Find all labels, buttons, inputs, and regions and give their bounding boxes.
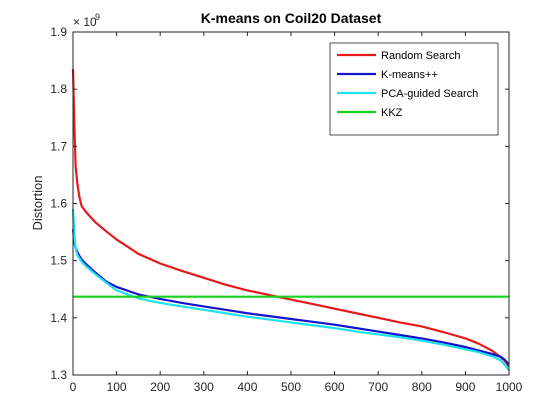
x-tick-label: 0	[70, 380, 77, 394]
y-exponent-base: × 10	[73, 15, 97, 29]
y-tick-label: 1.5	[50, 254, 67, 268]
y-tick-label: 1.9	[50, 25, 67, 39]
x-tick-label: 900	[455, 380, 475, 394]
x-tick-label: 700	[368, 380, 388, 394]
legend-box	[329, 42, 499, 136]
x-ticks: 0 100 200 300 400 500 600 700 800 900 1000	[70, 32, 523, 394]
y-tick-label: 1.4	[50, 311, 67, 325]
y-tick-label: 1.7	[50, 139, 67, 153]
y-tick-label: 1.6	[50, 197, 67, 211]
x-tick-label: 400	[237, 380, 257, 394]
legend-label: Random Search	[381, 50, 461, 62]
y-ticks: 1.3 1.4 1.5 1.6 1.7 1.8 1.9	[50, 25, 509, 382]
y-tick-label: 1.3	[50, 368, 67, 382]
chart-title: K-means on Coil20 Dataset	[201, 10, 382, 26]
x-tick-label: 300	[194, 380, 214, 394]
y-axis-label: Distortion	[30, 176, 45, 231]
y-exponent-power: 9	[95, 12, 100, 22]
x-tick-label: 800	[412, 380, 432, 394]
x-tick-label: 200	[150, 380, 170, 394]
x-tick-label: 1000	[496, 380, 523, 394]
series-line-k-means-	[71, 229, 510, 366]
legend-label: K-means++	[381, 69, 438, 81]
series-line-pca-guided-search	[71, 209, 510, 372]
series-line-random-search	[71, 69, 510, 368]
series-group	[71, 69, 510, 372]
x-tick-label: 600	[325, 380, 345, 394]
x-tick-label: 500	[281, 380, 301, 394]
legend: Random Search K-means++ PCA-guided Search K…	[329, 42, 499, 136]
legend-label: PCA-guided Search	[381, 88, 478, 100]
legend-label: KKZ	[381, 107, 403, 119]
y-tick-label: 1.8	[50, 82, 67, 96]
x-tick-label: 100	[107, 380, 127, 394]
